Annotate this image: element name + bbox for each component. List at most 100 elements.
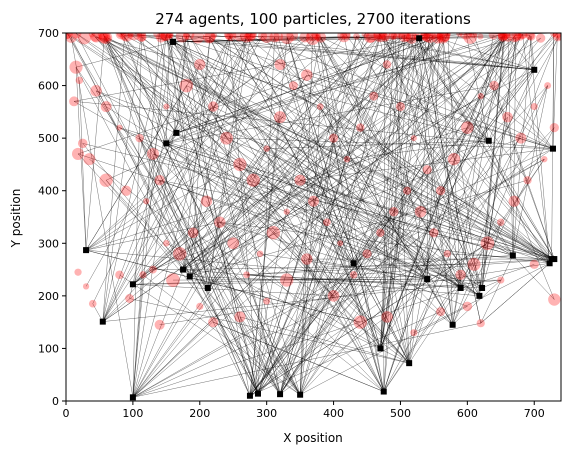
agent-link [412, 34, 555, 260]
agent-link [132, 284, 334, 297]
agent-link [104, 35, 177, 134]
particle-point [497, 33, 508, 42]
agent-link [166, 243, 410, 364]
particle-point [104, 35, 112, 42]
particle-point [146, 147, 159, 160]
agent-link [346, 140, 489, 160]
particle-point [263, 145, 270, 152]
particle-point [69, 96, 79, 107]
particle-point [438, 33, 451, 42]
particle-point [200, 195, 213, 207]
particle-point [127, 33, 134, 38]
particle-point [388, 33, 401, 40]
x-tick-label: 600 [457, 407, 478, 420]
agent-link [229, 35, 550, 264]
agent-link [320, 37, 453, 325]
agent-link [119, 127, 461, 289]
agent-link [219, 222, 410, 364]
plot-area [66, 33, 561, 401]
particle-point [468, 33, 478, 38]
particle-point [143, 198, 150, 205]
particle-point [376, 228, 385, 238]
agent-link [159, 263, 550, 326]
agent-link [132, 36, 248, 285]
x-tick-label: 700 [524, 407, 545, 420]
agent-link [134, 33, 174, 43]
particle-point [99, 173, 113, 187]
particle-point [497, 33, 511, 40]
particle-point [381, 311, 393, 323]
particle-point [90, 85, 102, 97]
agent-link [102, 64, 201, 322]
agent-link [440, 69, 535, 191]
agent-point [377, 345, 384, 352]
agent-link [139, 138, 301, 395]
particle-point [436, 33, 443, 39]
agent-link [102, 34, 252, 322]
y-tick-label: 100 [38, 342, 59, 355]
agent-link [452, 33, 504, 325]
agent-link [418, 38, 528, 181]
particle-point [362, 249, 372, 259]
agent-link [142, 274, 301, 395]
particle-point [353, 315, 368, 329]
agent-link [186, 35, 281, 395]
agent-link [92, 132, 177, 304]
particle-point [260, 33, 274, 43]
agent-link [75, 67, 87, 251]
agent-link [169, 35, 354, 264]
agent-link [189, 95, 481, 277]
agents [83, 35, 558, 401]
agent-link [246, 258, 555, 276]
agent-link [279, 36, 357, 395]
agent-link [416, 36, 555, 260]
agent-link [315, 34, 554, 149]
particle-point [263, 297, 271, 305]
agent-link [85, 143, 167, 287]
agent-link [82, 143, 555, 260]
particle-point [365, 33, 377, 43]
agent-link [166, 143, 327, 223]
agent-link [427, 69, 535, 170]
particle-point [410, 135, 417, 142]
agent-link [132, 36, 407, 398]
particle-point [136, 33, 147, 42]
agent-link [246, 36, 513, 256]
agent-link [418, 38, 481, 324]
particle-point [508, 195, 520, 207]
agent-link [378, 37, 489, 141]
particle-point [337, 240, 344, 247]
particle-point [477, 33, 484, 40]
particle-point [234, 311, 246, 323]
agent-point [277, 391, 284, 398]
agent-point [83, 247, 90, 254]
particle-point [429, 33, 437, 39]
y-axis-label: Y position [9, 189, 23, 249]
agent-link [239, 164, 428, 280]
particle-point [257, 33, 268, 41]
particle-point [239, 33, 253, 43]
agent-point [380, 388, 387, 395]
agent-link [73, 38, 420, 102]
particle-point [535, 33, 546, 43]
agent-link [176, 35, 263, 134]
particle-point [120, 33, 133, 42]
particle-point [214, 216, 226, 228]
particle-point [361, 33, 370, 38]
agent-point [204, 284, 211, 291]
agent-point [350, 260, 357, 267]
agent-link [139, 137, 384, 392]
agent-link [300, 179, 550, 264]
agent-link [95, 90, 480, 297]
agent-link [103, 34, 251, 396]
particle-point [373, 33, 385, 40]
agent-link [299, 37, 412, 395]
agent-link [207, 37, 509, 289]
particle-point [286, 33, 299, 41]
particle-point [398, 33, 411, 43]
particle-point [497, 218, 505, 227]
agent-link [96, 36, 483, 289]
agent-link [141, 37, 483, 289]
agent-link [66, 33, 428, 280]
particle-point [381, 33, 390, 42]
